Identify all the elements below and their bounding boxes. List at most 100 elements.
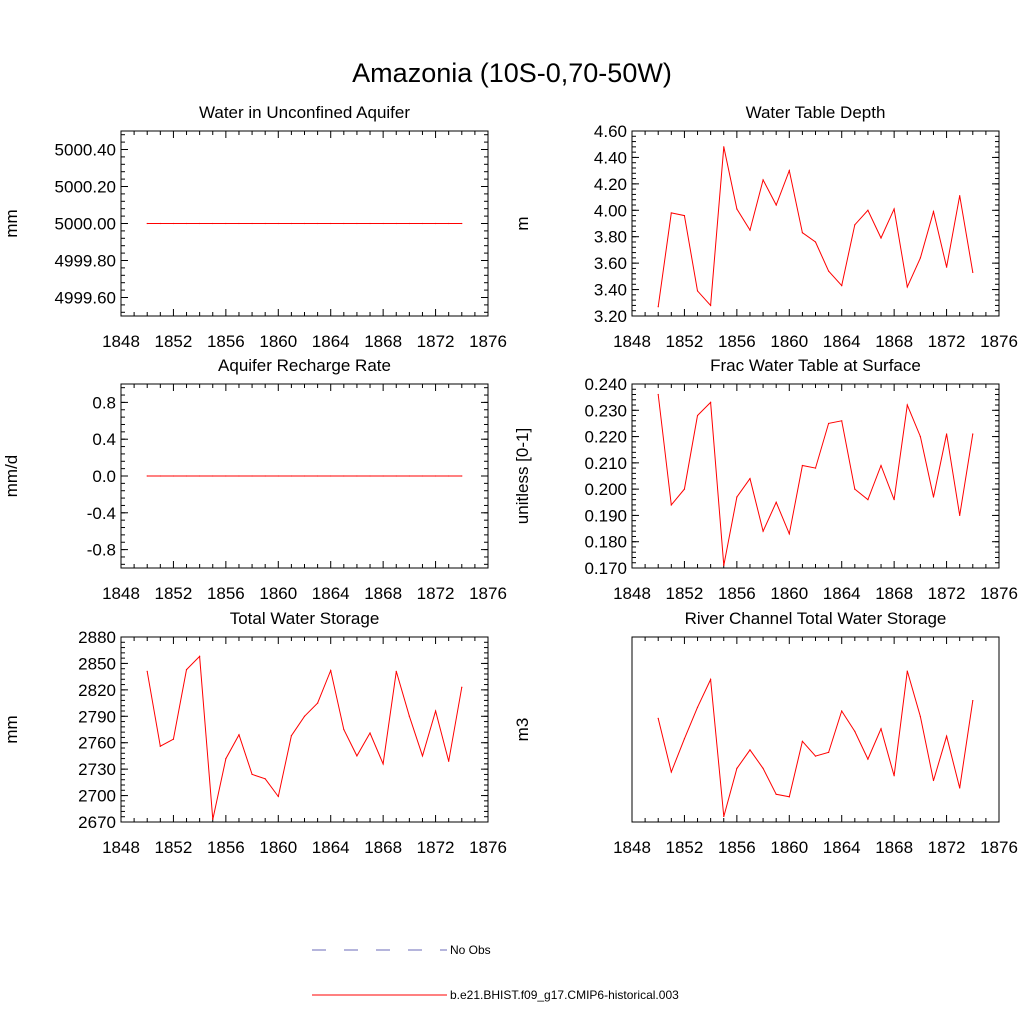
data-point <box>264 475 266 477</box>
data-point <box>972 700 974 702</box>
y-tick-label: 2670 <box>78 813 116 832</box>
panel-title: Frac Water Table at Surface <box>710 356 921 375</box>
x-tick-label: 1848 <box>102 838 140 857</box>
x-tick-label: 1876 <box>469 838 507 857</box>
data-point <box>801 232 803 234</box>
y-tick-label: 4999.80 <box>55 252 116 271</box>
x-tick-label: 1860 <box>770 584 808 603</box>
panel-title: Aquifer Recharge Rate <box>218 356 391 375</box>
data-point <box>762 530 764 532</box>
data-point <box>212 222 214 225</box>
legend: No Obs b.e21.BHIST.f09_g17.CMIP6-histori… <box>312 943 679 1002</box>
plot-frame <box>120 636 489 823</box>
data-point <box>343 475 345 477</box>
data-point <box>303 222 306 225</box>
data-point <box>828 751 830 754</box>
x-tick-label: 1868 <box>364 838 402 857</box>
panel-3: Aquifer Recharge Rate mm/d 1848 1852 1856 186… <box>2 356 507 603</box>
series-line <box>146 655 463 820</box>
data-point <box>657 306 659 308</box>
data-point <box>801 464 803 467</box>
data-point <box>814 241 817 243</box>
x-tick-label: 1876 <box>980 584 1018 603</box>
data-point <box>867 499 869 501</box>
data-point <box>356 222 358 225</box>
x-tick-label: 1876 <box>469 332 507 351</box>
x-tick-label: 1868 <box>364 584 402 603</box>
y-axis-label: mm/d <box>2 455 21 498</box>
data-point <box>657 393 659 396</box>
y-tick-label: 4999.60 <box>55 289 116 308</box>
data-point <box>906 670 908 672</box>
data-point <box>330 222 332 225</box>
data-point <box>696 414 699 417</box>
y-tick-label: 3.60 <box>594 254 627 273</box>
data-point <box>238 475 240 477</box>
data-point <box>159 475 161 477</box>
data-point <box>317 222 319 225</box>
x-tick-label: 1864 <box>312 332 350 351</box>
x-tick-label: 1864 <box>312 584 350 603</box>
x-tick-label: 1860 <box>259 332 297 351</box>
data-point <box>749 229 751 231</box>
data-point <box>710 401 712 403</box>
data-point <box>421 755 424 757</box>
x-tick-label: 1864 <box>823 584 861 603</box>
y-axis-label: m3 <box>513 718 532 742</box>
y-tick-label: 3.80 <box>594 228 627 247</box>
y-axis-label: mm <box>2 715 21 743</box>
data-point <box>395 475 397 477</box>
x-tick-label: 1868 <box>364 332 402 351</box>
y-tick-label: 3.40 <box>594 281 627 300</box>
data-point <box>251 773 253 776</box>
series-line <box>657 146 974 307</box>
data-point <box>723 146 725 148</box>
data-point <box>932 211 935 213</box>
y-tick-label: 0.8 <box>92 393 116 412</box>
x-tick-label: 1856 <box>718 332 756 351</box>
data-point <box>290 222 292 225</box>
panel-2: Water Table Depth m 1848 1852 1856 1860 1864 18… <box>513 103 1018 351</box>
data-point <box>736 496 738 498</box>
figure-title: Amazonia (10S-0,70-50W) <box>352 58 672 88</box>
data-point <box>225 222 227 225</box>
data-point <box>277 222 279 225</box>
y-tick-label: 0.190 <box>584 506 627 525</box>
y-tick-label: 2850 <box>78 654 116 673</box>
data-point <box>408 222 410 225</box>
data-point <box>919 435 921 438</box>
y-tick-label: 5000.20 <box>55 178 116 197</box>
y-tick-label: 0.180 <box>584 533 627 552</box>
data-point <box>199 475 201 477</box>
data-point <box>683 738 686 740</box>
y-tick-label: 2790 <box>78 707 116 726</box>
legend-label-model: b.e21.BHIST.f09_g17.CMIP6-historical.003 <box>450 988 679 1002</box>
x-tick-label: 1876 <box>980 332 1018 351</box>
data-point <box>172 222 175 225</box>
data-point <box>356 755 358 757</box>
data-point <box>421 475 424 477</box>
panel-6: River Channel Total Water Storage m3 1848 1… <box>513 609 1018 857</box>
data-point <box>854 730 856 732</box>
data-point <box>277 795 279 798</box>
data-point <box>369 475 371 477</box>
data-point <box>448 475 450 477</box>
x-tick-label: 1860 <box>770 838 808 857</box>
data-point <box>683 488 686 490</box>
data-point <box>369 732 371 734</box>
data-point <box>841 710 843 712</box>
plot-frame <box>631 130 1000 317</box>
x-tick-label: 1864 <box>823 332 861 351</box>
y-tick-label: 4.40 <box>594 148 627 167</box>
data-point <box>959 787 961 789</box>
legend-label-no-obs: No Obs <box>450 943 491 957</box>
data-point <box>434 475 437 477</box>
data-point <box>723 815 725 818</box>
data-point <box>317 475 319 477</box>
data-point <box>683 214 686 217</box>
data-point <box>814 755 817 757</box>
data-point <box>421 222 424 225</box>
x-tick-label: 1848 <box>613 838 651 857</box>
data-point <box>723 564 725 566</box>
data-point <box>906 404 908 406</box>
